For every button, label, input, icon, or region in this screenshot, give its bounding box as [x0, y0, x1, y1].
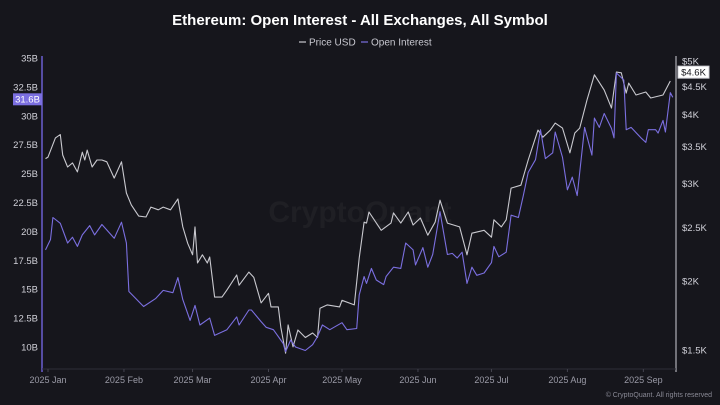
open-interest-line	[45, 72, 674, 353]
left-axis-tick-label: 17.5B	[13, 256, 38, 267]
watermark: CryptoQuant	[268, 196, 451, 229]
right-axis-tick-label: $3K	[682, 179, 700, 190]
left-axis-tick-label: 12.5B	[13, 314, 38, 325]
left-axis-tick-label: 20B	[21, 227, 38, 238]
x-axis-tick-label: 2025 Jan	[29, 375, 66, 385]
left-axis-tick-label: 32.5B	[13, 82, 38, 93]
right-axis-tick-label: $2.5K	[682, 223, 707, 234]
copyright: © CryptoQuant. All rights reserved	[606, 391, 712, 399]
current-oi-label: 31.6B	[15, 95, 40, 106]
chart-title: Ethereum: Open Interest - All Exchanges,…	[172, 12, 548, 29]
left-axis-tick-label: 22.5B	[13, 198, 38, 209]
left-axis-tick-label: 10B	[21, 343, 38, 354]
left-axis-tick-label: 30B	[21, 111, 38, 122]
right-axis-tick-label: $2K	[682, 276, 700, 287]
right-axis-tick-label: $3.5K	[682, 142, 707, 153]
x-axis-tick-label: 2025 Feb	[105, 375, 143, 385]
left-axis-tick-label: 15B	[21, 285, 38, 296]
legend-price[interactable]: Price USD	[309, 38, 356, 49]
left-axis-tick-label: 35B	[21, 54, 38, 65]
x-axis-tick-label: 2025 Aug	[548, 375, 586, 385]
right-axis-tick-label: $4.5K	[682, 82, 707, 93]
legend: Price USD Open Interest	[299, 38, 432, 49]
current-price-label: $4.6K	[681, 67, 706, 78]
right-axis-tick-label: $4K	[682, 110, 700, 121]
x-axis-tick-label: 2025 Apr	[250, 375, 286, 385]
x-axis-tick-label: 2025 Sep	[624, 375, 663, 385]
right-axis-tick-label: $1.5K	[682, 346, 707, 357]
current-price-tag	[677, 65, 710, 79]
left-axis-tick-label: 27.5B	[13, 140, 38, 151]
x-axis-tick-label: 2025 Jun	[399, 375, 436, 385]
legend-open-interest[interactable]: Open Interest	[371, 38, 432, 49]
x-axis-tick-label: 2025 Jul	[474, 375, 508, 385]
left-axis-tick-label: 25B	[21, 169, 38, 180]
current-oi-tag	[13, 93, 42, 106]
right-axis-tick-label: $5K	[682, 57, 700, 68]
x-axis-tick-label: 2025 May	[322, 375, 362, 385]
x-axis-tick-label: 2025 Mar	[174, 375, 212, 385]
